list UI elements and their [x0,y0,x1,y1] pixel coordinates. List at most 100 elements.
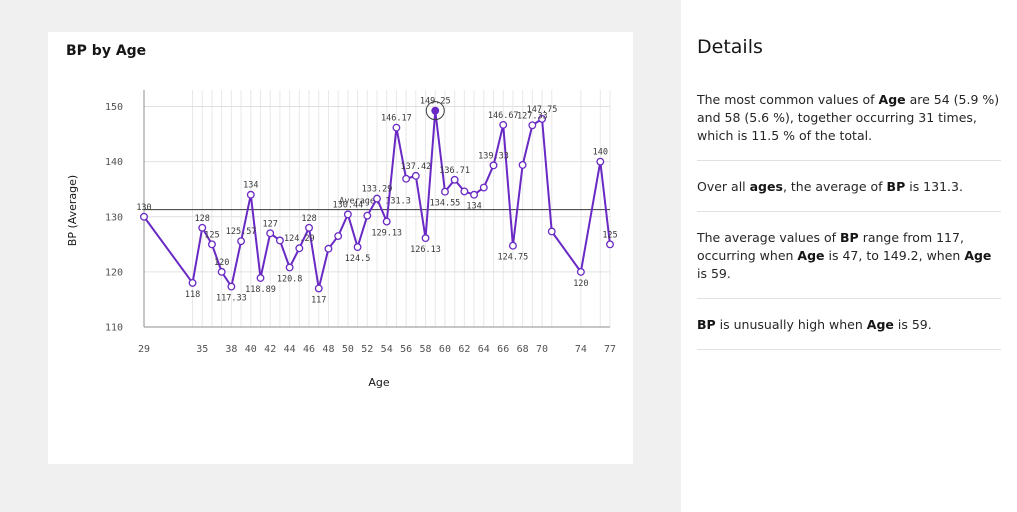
y-axis-title: BP (Average) [66,175,79,246]
data-point [431,106,440,115]
data-point [266,229,275,238]
data-point [256,274,265,282]
data-point [402,174,411,183]
data-point [237,237,246,246]
data-point [382,217,391,226]
data-point [140,212,148,221]
data-point [508,241,517,250]
x-tick-label: 56 [400,344,412,355]
insight-emphasis: BP [697,317,716,332]
x-tick-label: 38 [225,344,237,355]
insight-text: is unusually high when [715,317,867,332]
x-tick-label: 35 [196,344,208,355]
divider [697,349,1001,350]
data-label: 124.75 [498,253,529,263]
x-tick-label: 74 [575,344,587,355]
data-point [596,157,605,166]
x-tick-label: 48 [322,344,334,355]
data-point [305,223,313,232]
x-tick-label: 52 [361,344,373,355]
data-point [217,267,226,276]
chart-title: BP by Age [66,43,147,59]
divider [697,160,1001,161]
data-point [275,236,284,245]
data-point [208,240,216,249]
x-tick-label: 29 [138,344,150,355]
data-label: 139.33 [478,151,509,161]
insight-emphasis: BP [886,179,906,194]
data-label: 146.67 [488,111,519,121]
data-point [295,244,304,253]
data-point [470,190,479,199]
data-label: 128 [195,214,210,224]
data-label: 124.5 [345,254,371,264]
insight-text: is 131.3. [905,179,963,194]
data-label: 124.29 [284,234,315,244]
data-label: 126.13 [410,245,441,255]
insight-text: Over all [697,179,750,194]
insight-text: are 54 (5.9 %) and 58 (5.6 %), together … [697,92,1000,143]
insight-emphasis: ages [749,179,783,194]
x-tick-label: 58 [420,344,432,355]
data-label: 125 [204,230,219,240]
data-point [460,187,469,196]
divider [697,298,1001,299]
data-point [411,171,420,180]
insight-average-bp: Over all ages, the average of BP is 131.… [697,178,1001,196]
x-tick-label: 68 [517,344,529,355]
data-point [198,223,207,232]
divider [697,211,1001,212]
data-label: 149.25 [420,97,451,107]
insight-text: is 47, to 149.2, when [824,248,965,263]
highlight-ring [425,101,445,121]
data-point [246,190,255,199]
data-label: 134.55 [430,199,461,209]
insight-emphasis: Age [797,248,825,263]
details-title: Details [697,36,763,58]
data-label: 128 [301,214,316,224]
data-label: 130.44 [333,200,364,210]
insight-most-common-age: The most common values of Age are 54 (5.… [697,91,1001,145]
x-tick-label: 50 [342,344,354,355]
data-point [547,227,556,236]
x-tick-label: 40 [245,344,257,355]
data-point [441,187,449,196]
data-point [334,232,343,241]
data-label: 125.57 [226,227,257,237]
details-panel: Details The most common values of Age ar… [681,0,1017,512]
line-chart: 110 120 130 140 150 29 35 38 40 42 44 46 48 50 52 54 56 5… [66,90,618,389]
data-label: 117 [311,295,326,305]
data-label: 118.89 [245,285,276,295]
data-label: 147.75 [527,105,558,115]
y-tick-label: 150 [105,102,123,113]
data-label: 130 [136,203,151,213]
data-label: 134 [243,181,258,191]
x-tick-label: 42 [264,344,276,355]
insight-text: is 59. [697,266,731,281]
data-label: 120.8 [277,274,303,284]
x-tick-label: 60 [439,344,451,355]
data-point [285,263,294,272]
data-point [343,210,352,219]
data-point [528,121,537,130]
data-label: 146.17 [381,114,412,124]
insight-emphasis: Age [878,92,906,107]
data-label: 129.13 [371,229,402,239]
data-point [227,282,236,291]
data-point [188,278,197,287]
insight-text: The most common values of [697,92,879,107]
data-point [392,123,401,132]
x-tick-label: 54 [381,344,393,355]
data-point [363,211,372,220]
y-tick-label: 120 [105,267,123,278]
data-point [606,240,614,249]
data-label: 137.42 [400,162,431,172]
data-label: 117.33 [216,294,247,304]
data-point [373,194,381,203]
insight-text: , the average of [782,179,887,194]
y-tick-label: 130 [105,212,123,223]
insight-emphasis: BP [840,230,859,245]
data-label: 127.33 [517,111,548,121]
data-point [314,284,323,293]
insight-text: is 59. [893,317,932,332]
